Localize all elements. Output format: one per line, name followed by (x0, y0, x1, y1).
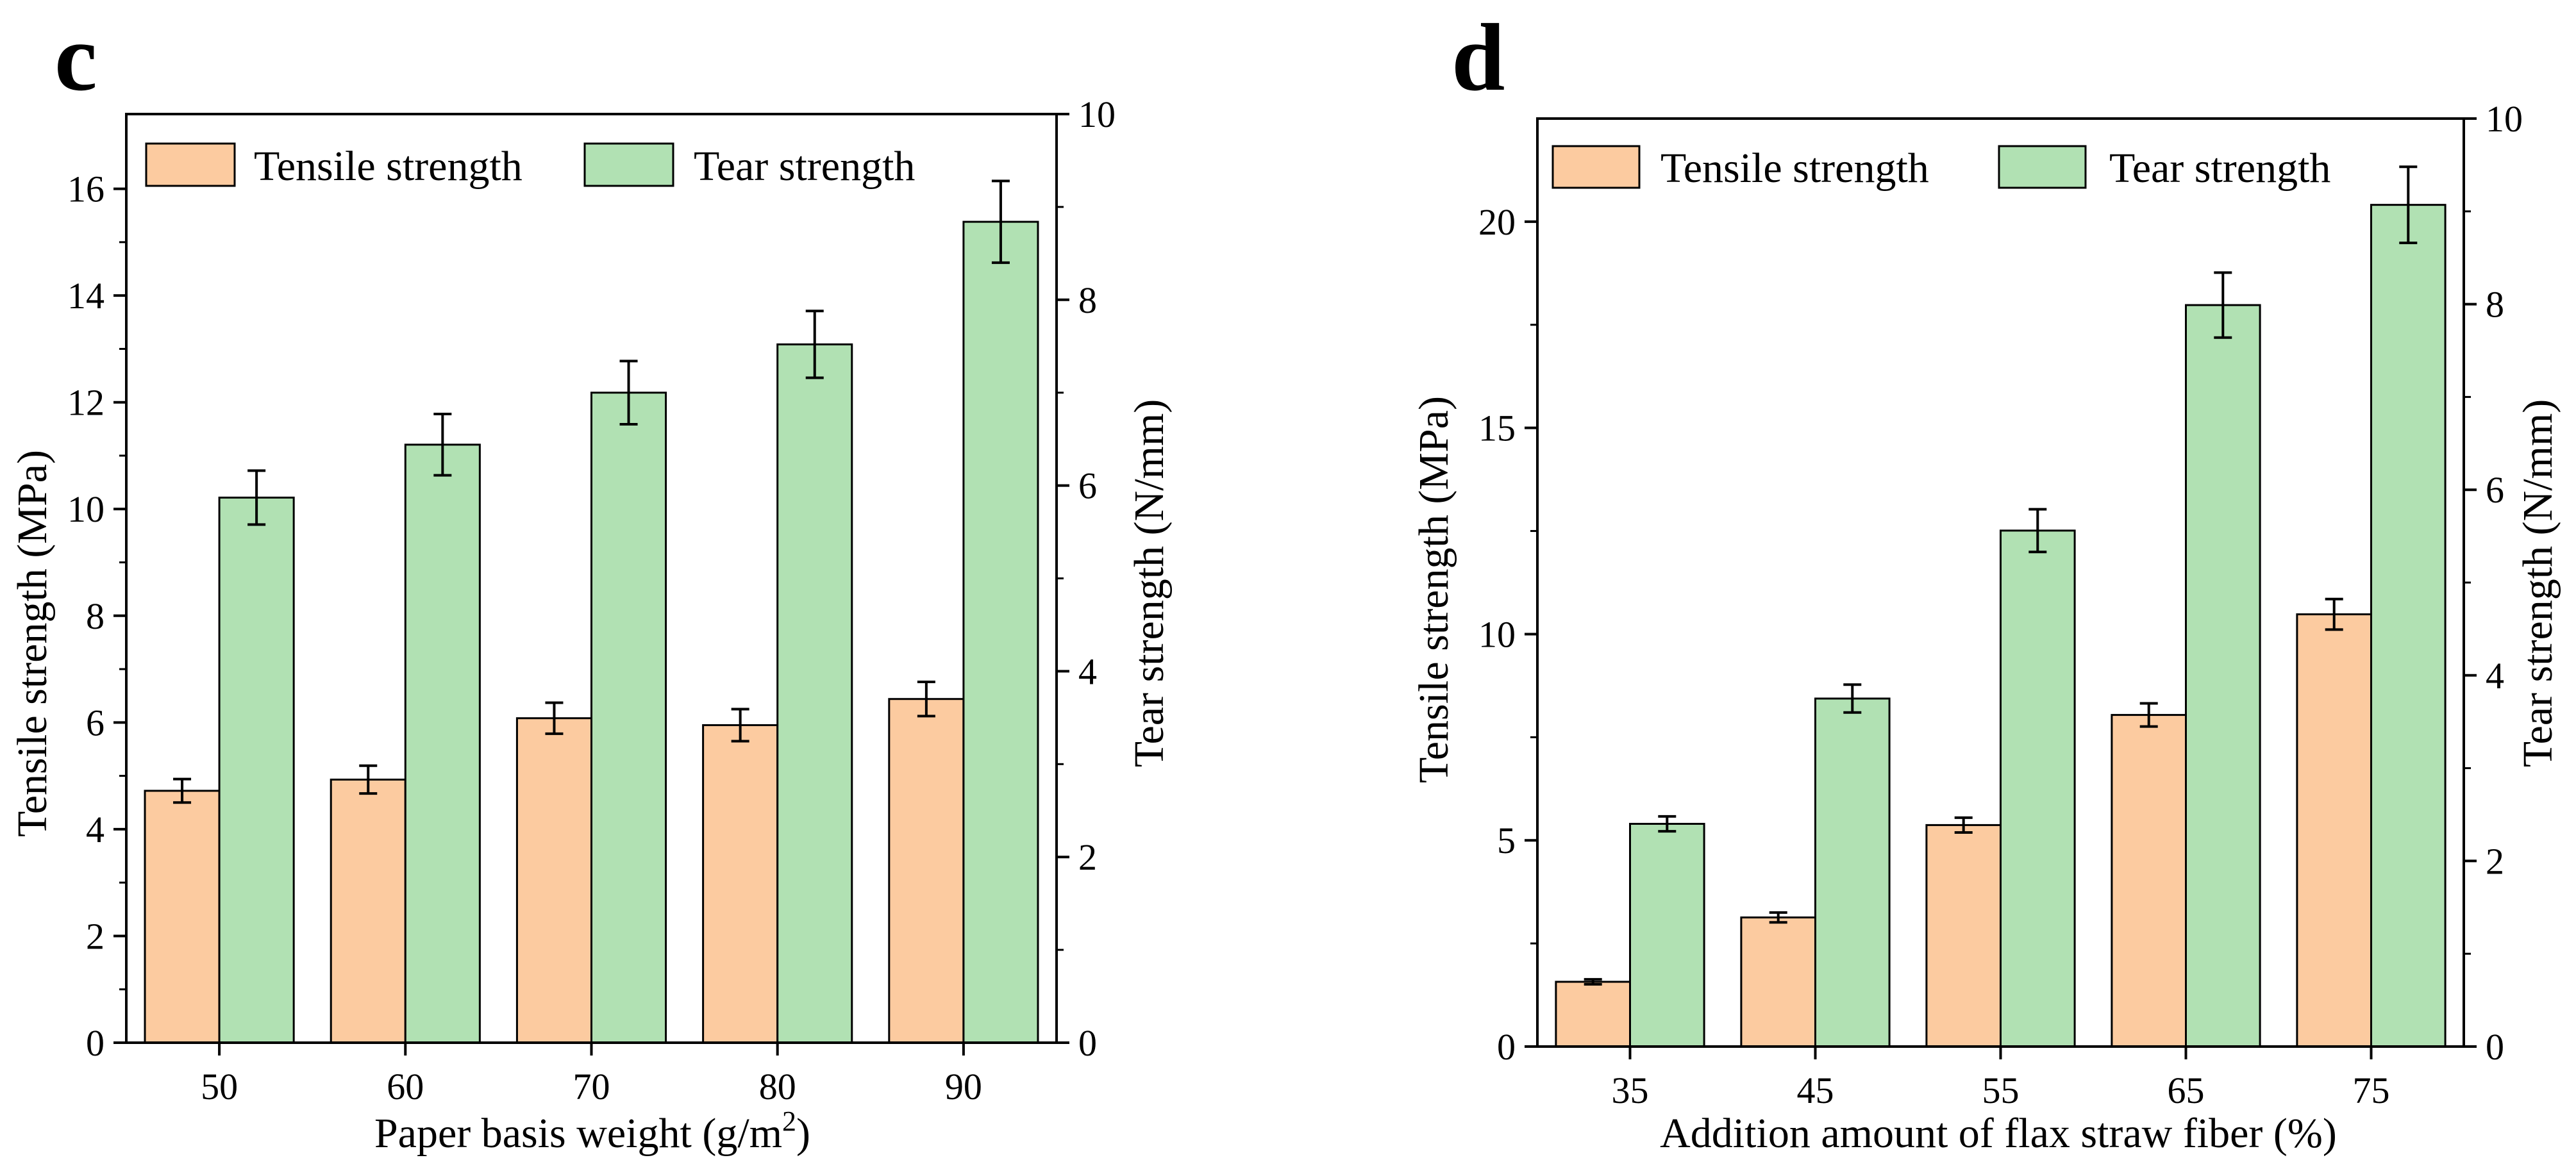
panel-c-bar-tensile-50 (144, 790, 221, 1044)
panel-c-ytick-label-6: 6 (86, 702, 105, 743)
panel-c-ytick-label-2: 2 (86, 915, 105, 957)
panel-c-ytick-label-14: 14 (67, 275, 105, 317)
panel-c-y2tick-label-4: 4 (1078, 650, 1097, 692)
panel-c-y2tick-label-0: 0 (1078, 1022, 1097, 1064)
panel-d-y2tick-label-0: 0 (2486, 1026, 2504, 1068)
panel-c-legend: Tensile strength Tear strength (145, 142, 915, 190)
panel-c-ytick-label-16: 16 (67, 169, 105, 210)
panel-c-ytick-label-0: 0 (86, 1022, 105, 1064)
panel-d-plot: 35 45 55 65 75 0 5 10 15 20 0 2 4 6 8 10 (1478, 98, 2523, 1111)
panel-c-legend-tear-label: Tear strength (694, 143, 915, 190)
panel-d-bar-tensile-75 (2296, 613, 2372, 1048)
panel-d-legend: Tensile strength Tear strength (1551, 145, 2330, 192)
panel-c-ytick-label-10: 10 (67, 488, 105, 530)
panel-c-xtick-label-50: 50 (201, 1066, 238, 1107)
panel-c-bar-tear-70 (590, 392, 667, 1044)
panel-d-ytick-label-5: 5 (1497, 820, 1516, 861)
panel-d-legend-tensile-label: Tensile strength (1660, 145, 1929, 192)
panel-c-xtick-label-60: 60 (387, 1066, 424, 1107)
panel-d-xtick-label-75: 75 (2353, 1070, 2390, 1111)
panel-d-legend-tear-label: Tear strength (2109, 145, 2330, 192)
panel-c-legend-tear-swatch (583, 142, 674, 187)
panel-c-y2tick-label-6: 6 (1078, 465, 1097, 507)
panel-c-y2tick-label-10: 10 (1078, 94, 1116, 135)
panel-c-y2label: Tear strength (N/mm) (1126, 399, 1173, 768)
panel-c: c 50 60 70 80 90 0 2 4 6 8 10 12 14 16 0 2 4 6 8 10 Tensile… (9, 4, 1173, 1157)
panel-d-y2tick-label-10: 10 (2486, 98, 2523, 140)
panel-d-xtick-label-55: 55 (1982, 1070, 2020, 1111)
panel-d-bar-tensile-55 (1925, 824, 2002, 1048)
panel-c-xtick-label-90: 90 (945, 1066, 982, 1107)
panel-c-frame (125, 113, 1058, 1044)
panel-d-bar-tear-65 (2185, 304, 2261, 1048)
panel-c-xtick-label-80: 80 (759, 1066, 796, 1107)
panel-d-legend-tensile-swatch (1551, 145, 1641, 189)
panel-d-xtick-label-65: 65 (2168, 1070, 2205, 1111)
panel-d-ylabel: Tensile strength (MPa) (1410, 396, 1457, 783)
panel-c-letter: c (54, 4, 97, 111)
panel-c-xlabel-main: Paper basis weight (g/m (374, 1110, 782, 1157)
panel-d-xlabel-main: Addition amount of flax straw fiber (%) (1660, 1110, 2337, 1157)
panel-d-y2label: Tear strength (N/mm) (2514, 399, 2561, 768)
panel-c-plot: 50 60 70 80 90 0 2 4 6 8 10 12 14 16 0 2 4 6 8 10 (67, 94, 1116, 1107)
panel-d-ytick-label-15: 15 (1478, 408, 1516, 449)
panel-d-bar-tear-55 (2000, 529, 2076, 1048)
panel-d-letter: d (1451, 4, 1505, 111)
panel-d-y2tick-label-2: 2 (2486, 840, 2504, 882)
panel-d: d 35 45 55 65 75 0 5 10 15 20 0 2 4 6 8 10 Tensile stre… (1410, 4, 2561, 1157)
panel-d-bar-tensile-35 (1555, 981, 1631, 1048)
panel-d-bar-tear-35 (1629, 822, 1705, 1048)
panel-c-y2tick-label-8: 8 (1078, 279, 1097, 321)
panel-d-ytick-label-10: 10 (1478, 613, 1516, 655)
panel-d-bar-tear-45 (1814, 697, 1891, 1048)
panel-c-y2tick-label-2: 2 (1078, 836, 1097, 878)
panel-d-ytick-label-0: 0 (1497, 1026, 1516, 1068)
panel-c-bar-tensile-70 (515, 717, 592, 1044)
panel-d-xtick-label-45: 45 (1797, 1070, 1834, 1111)
panel-c-xlabel-sup: 2 (782, 1106, 796, 1137)
panel-d-y2tick-label-8: 8 (2486, 284, 2504, 326)
panel-d-y2tick-label-4: 4 (2486, 655, 2504, 697)
panel-c-bar-tear-80 (776, 343, 853, 1044)
panel-c-bar-tear-90 (962, 220, 1039, 1044)
panel-c-bar-tensile-90 (888, 698, 965, 1044)
panel-c-xtick-label-70: 70 (573, 1066, 610, 1107)
panel-d-y2tick-label-6: 6 (2486, 469, 2504, 511)
panel-c-ylabel: Tensile strength (MPa) (9, 450, 56, 837)
panel-c-ytick-label-12: 12 (67, 382, 105, 424)
panel-c-legend-tensile-swatch (145, 142, 236, 187)
panel-d-legend-tear-swatch (1998, 145, 2087, 189)
panel-d-bar-tensile-65 (2111, 714, 2187, 1048)
panel-c-ytick-label-4: 4 (86, 809, 105, 850)
panel-d-xtick-label-35: 35 (1612, 1070, 1649, 1111)
panel-c-xlabel-end: ) (796, 1110, 810, 1157)
panel-c-ytick-label-8: 8 (86, 595, 105, 637)
panel-d-bar-tensile-45 (1740, 916, 1816, 1048)
panel-d-frame (1536, 117, 2465, 1048)
panel-d-bar-tear-75 (2370, 204, 2446, 1048)
panel-d-xlabel: Addition amount of flax straw fiber (%) (1660, 1110, 2337, 1157)
panel-c-bar-tear-50 (218, 496, 295, 1044)
panel-c-legend-tensile-label: Tensile strength (254, 143, 523, 190)
panel-d-ytick-label-20: 20 (1478, 201, 1516, 243)
panel-c-bar-tensile-60 (330, 778, 406, 1044)
panel-c-xlabel: Paper basis weight (g/m2) (374, 1106, 810, 1157)
panel-c-bar-tensile-80 (702, 724, 779, 1044)
panel-c-bar-tear-60 (404, 443, 481, 1044)
